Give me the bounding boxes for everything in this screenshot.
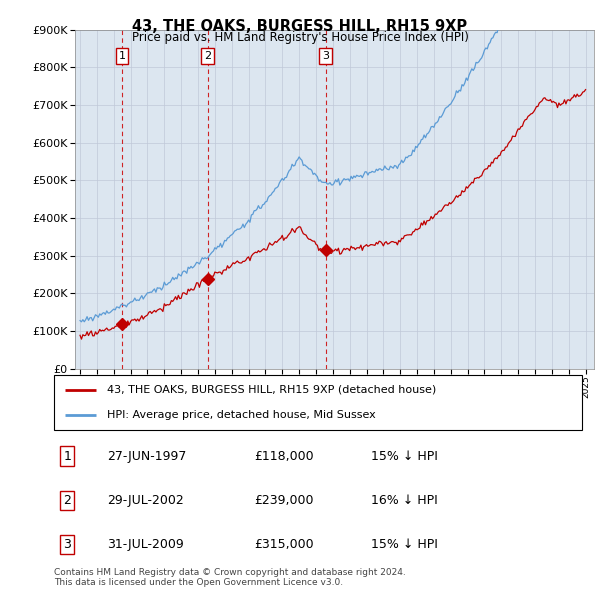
Text: 15% ↓ HPI: 15% ↓ HPI bbox=[371, 450, 437, 463]
Text: 1: 1 bbox=[119, 51, 125, 61]
Text: £118,000: £118,000 bbox=[254, 450, 314, 463]
Text: 2: 2 bbox=[204, 51, 211, 61]
Text: 2: 2 bbox=[63, 494, 71, 507]
Text: 29-JUL-2002: 29-JUL-2002 bbox=[107, 494, 184, 507]
Text: HPI: Average price, detached house, Mid Sussex: HPI: Average price, detached house, Mid … bbox=[107, 410, 376, 420]
Text: 3: 3 bbox=[63, 538, 71, 551]
Text: 27-JUN-1997: 27-JUN-1997 bbox=[107, 450, 186, 463]
Text: 3: 3 bbox=[322, 51, 329, 61]
Text: 31-JUL-2009: 31-JUL-2009 bbox=[107, 538, 184, 551]
Text: Price paid vs. HM Land Registry's House Price Index (HPI): Price paid vs. HM Land Registry's House … bbox=[131, 31, 469, 44]
Text: 15% ↓ HPI: 15% ↓ HPI bbox=[371, 538, 437, 551]
Text: 43, THE OAKS, BURGESS HILL, RH15 9XP (detached house): 43, THE OAKS, BURGESS HILL, RH15 9XP (de… bbox=[107, 385, 436, 395]
Text: Contains HM Land Registry data © Crown copyright and database right 2024.
This d: Contains HM Land Registry data © Crown c… bbox=[54, 568, 406, 587]
Text: £315,000: £315,000 bbox=[254, 538, 314, 551]
Text: £239,000: £239,000 bbox=[254, 494, 314, 507]
Text: 43, THE OAKS, BURGESS HILL, RH15 9XP: 43, THE OAKS, BURGESS HILL, RH15 9XP bbox=[133, 19, 467, 34]
Text: 1: 1 bbox=[63, 450, 71, 463]
Text: 16% ↓ HPI: 16% ↓ HPI bbox=[371, 494, 437, 507]
